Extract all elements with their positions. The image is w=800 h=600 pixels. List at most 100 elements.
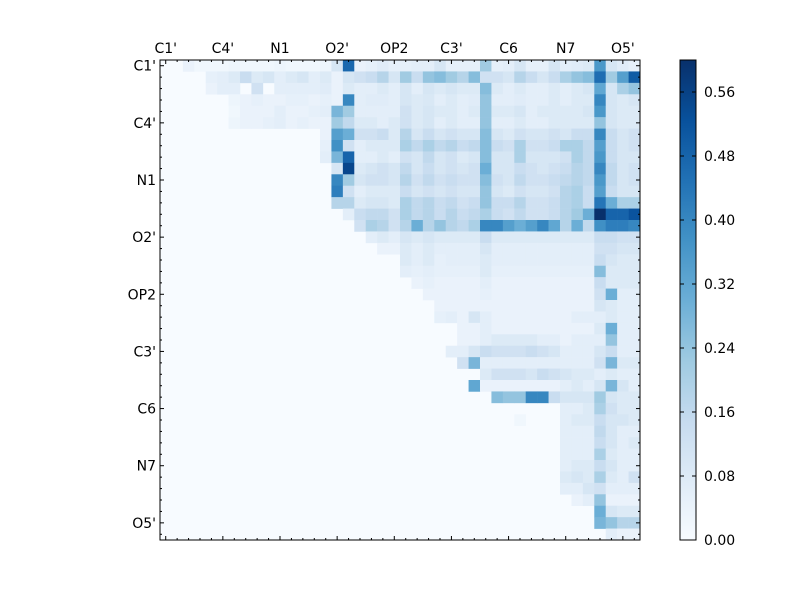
heatmap-cell bbox=[434, 288, 447, 301]
heatmap-cell bbox=[354, 60, 367, 72]
heatmap-cell bbox=[537, 197, 549, 209]
heatmap-cell bbox=[354, 151, 367, 164]
heatmap-cell bbox=[468, 357, 481, 369]
heatmap-cell bbox=[331, 128, 344, 141]
heatmap-cell bbox=[491, 380, 504, 392]
heatmap-cell bbox=[617, 425, 629, 438]
heatmap-cell bbox=[422, 185, 435, 198]
heatmap-cell bbox=[411, 174, 424, 187]
heatmap-cell bbox=[411, 242, 424, 255]
heatmap-cell bbox=[560, 242, 572, 255]
heatmap-cell bbox=[525, 220, 538, 232]
heatmap-cell bbox=[537, 174, 549, 187]
heatmap-cell bbox=[605, 174, 618, 187]
heatmap-cell bbox=[480, 231, 492, 244]
x-tick-label: C4' bbox=[212, 41, 235, 57]
heatmap-cell bbox=[571, 277, 584, 289]
heatmap-cell bbox=[365, 140, 378, 152]
heatmap-cell bbox=[377, 140, 389, 152]
heatmap-cell bbox=[617, 345, 629, 358]
heatmap-cell bbox=[548, 94, 561, 107]
x-tick-label: C1' bbox=[154, 41, 177, 57]
heatmap-cell bbox=[354, 220, 367, 232]
heatmap-cell bbox=[514, 151, 527, 164]
heatmap-cell bbox=[434, 60, 447, 72]
heatmap-cell bbox=[228, 94, 241, 107]
heatmap-cell bbox=[514, 254, 527, 267]
heatmap-cell bbox=[445, 117, 458, 129]
heatmap-cell bbox=[434, 82, 447, 95]
heatmap-cell bbox=[628, 128, 641, 141]
heatmap-cell bbox=[594, 357, 607, 369]
heatmap-cell bbox=[445, 277, 458, 289]
heatmap-cell bbox=[514, 71, 527, 84]
heatmap-cell bbox=[628, 288, 641, 301]
heatmap-cell bbox=[457, 174, 469, 187]
heatmap-cell bbox=[457, 300, 469, 312]
heatmap-cell bbox=[457, 82, 469, 95]
heatmap-cell bbox=[388, 208, 401, 221]
heatmap-cell bbox=[582, 414, 595, 427]
heatmap-cell bbox=[582, 494, 595, 507]
heatmap-cell bbox=[434, 231, 447, 244]
heatmap-cell bbox=[537, 277, 549, 289]
heatmap-cell bbox=[354, 82, 367, 95]
heatmap-cell bbox=[560, 322, 572, 335]
heatmap-cell bbox=[320, 117, 332, 129]
heatmap-cell bbox=[628, 517, 641, 529]
heatmap-cell bbox=[514, 334, 527, 347]
heatmap-cell bbox=[525, 231, 538, 244]
heatmap-cell bbox=[400, 265, 412, 278]
heatmap-cell bbox=[571, 460, 584, 472]
heatmap-cell bbox=[548, 174, 561, 187]
heatmap-cell bbox=[411, 128, 424, 141]
heatmap-cell bbox=[445, 140, 458, 152]
heatmap-cell bbox=[422, 231, 435, 244]
heatmap-cell bbox=[582, 265, 595, 278]
heatmap-cell bbox=[537, 185, 549, 198]
heatmap-cell bbox=[377, 71, 389, 84]
heatmap-cell bbox=[605, 277, 618, 289]
heatmap-cell bbox=[605, 494, 618, 507]
heatmap-cell bbox=[560, 334, 572, 347]
heatmap-cell bbox=[548, 162, 561, 175]
x-tick-label: N7 bbox=[556, 41, 575, 57]
heatmap-cell bbox=[617, 357, 629, 369]
heatmap-cell bbox=[582, 300, 595, 312]
heatmap-cell bbox=[480, 300, 492, 312]
heatmap-cell bbox=[582, 460, 595, 472]
heatmap-cell bbox=[582, 60, 595, 72]
heatmap-cell bbox=[548, 231, 561, 244]
heatmap-cell bbox=[480, 220, 492, 232]
heatmap-cell bbox=[491, 94, 504, 107]
heatmap-cell bbox=[628, 345, 641, 358]
heatmap-cell bbox=[422, 254, 435, 267]
heatmap-cell bbox=[297, 94, 309, 107]
heatmap-cell bbox=[457, 265, 469, 278]
heatmap-cell bbox=[480, 105, 492, 118]
heatmap-cell bbox=[605, 208, 618, 221]
heatmap-cell bbox=[525, 322, 538, 335]
heatmap-cell bbox=[400, 185, 412, 198]
heatmap-cell bbox=[468, 60, 481, 72]
heatmap-cell bbox=[320, 151, 332, 164]
heatmap-cell bbox=[422, 197, 435, 209]
heatmap-cell bbox=[445, 105, 458, 118]
heatmap-cell bbox=[320, 140, 332, 152]
heatmap-cell bbox=[468, 345, 481, 358]
heatmap-cell bbox=[400, 105, 412, 118]
heatmap-cell bbox=[434, 174, 447, 187]
heatmap-cell bbox=[480, 174, 492, 187]
heatmap-cell bbox=[560, 402, 572, 415]
heatmap-cell bbox=[514, 391, 527, 404]
heatmap-cell bbox=[605, 345, 618, 358]
heatmap-cell bbox=[502, 300, 515, 312]
heatmap-cell bbox=[354, 162, 367, 175]
heatmap-cell bbox=[628, 311, 641, 324]
heatmap-cell bbox=[582, 391, 595, 404]
heatmap-cell bbox=[514, 288, 527, 301]
heatmap-cell bbox=[262, 94, 275, 107]
heatmap-cell bbox=[205, 82, 218, 95]
heatmap-cell bbox=[411, 208, 424, 221]
heatmap-cell bbox=[594, 71, 607, 84]
